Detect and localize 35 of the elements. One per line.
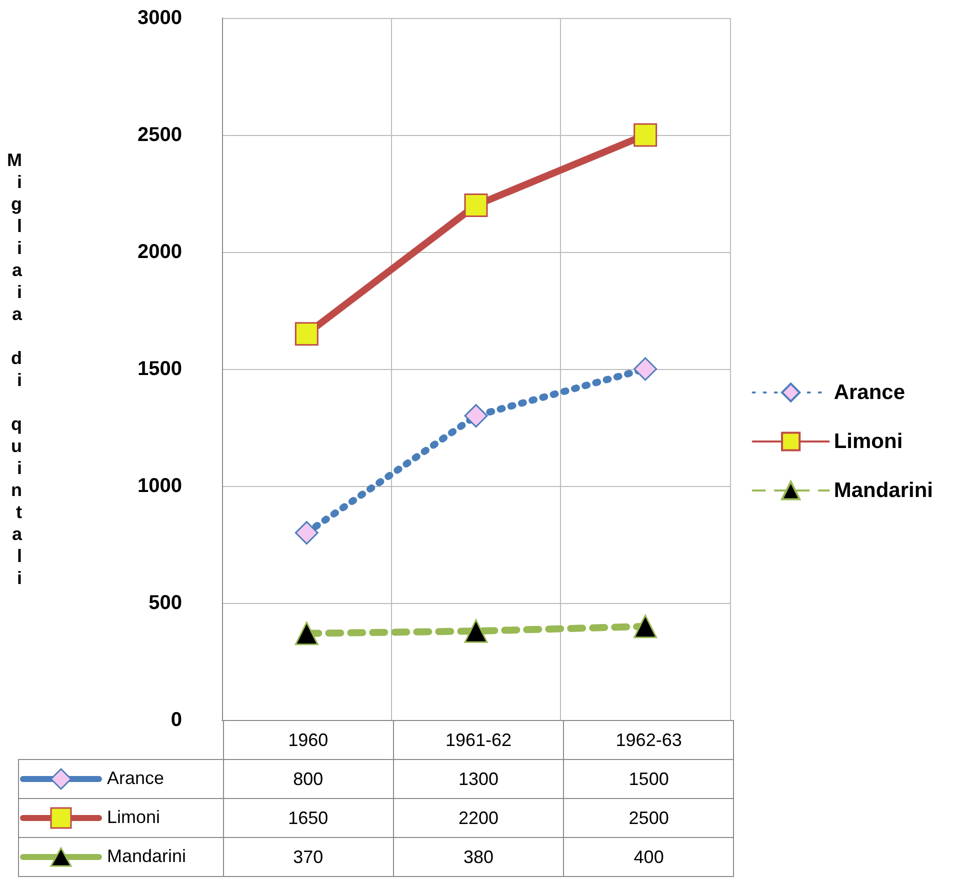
x-tick-label: 1962-63 bbox=[564, 720, 734, 760]
data-label: 1300 bbox=[393, 760, 564, 798]
point bbox=[294, 622, 318, 646]
y-tick-label: 1000 bbox=[138, 475, 182, 497]
x-tick-label: 1960 bbox=[223, 720, 394, 760]
data-label: 1500 bbox=[564, 760, 734, 798]
text: Limoni bbox=[107, 806, 160, 827]
data-label: 2500 bbox=[564, 798, 734, 838]
data-label: 2200 bbox=[393, 798, 564, 838]
point bbox=[294, 521, 318, 545]
data-label: 800 bbox=[223, 760, 394, 798]
data-label: 1650 bbox=[223, 798, 394, 838]
point bbox=[634, 123, 658, 147]
point bbox=[464, 619, 488, 643]
data-label: 370 bbox=[223, 838, 394, 876]
point bbox=[634, 357, 658, 381]
legend-label: Mandarini bbox=[834, 479, 934, 502]
x-tick-label: 1961-62 bbox=[393, 720, 564, 760]
y-tick-label: 0 bbox=[170, 709, 182, 731]
y-tick-label: 2000 bbox=[138, 241, 182, 263]
point bbox=[634, 614, 658, 638]
legend-label: Arance bbox=[834, 381, 906, 404]
legend-label: Limoni bbox=[834, 430, 903, 453]
point bbox=[464, 404, 488, 428]
y-tick-label: 1500 bbox=[138, 358, 182, 380]
text: Mandarini bbox=[107, 846, 186, 866]
point bbox=[294, 322, 318, 346]
data-label: 400 bbox=[564, 838, 734, 876]
text: Migliaia di quintali bbox=[7, 150, 22, 588]
y-tick-label: 500 bbox=[148, 592, 182, 614]
y-tick-label: 2500 bbox=[138, 124, 182, 146]
text: Arance bbox=[107, 768, 164, 788]
data-label: 380 bbox=[393, 838, 564, 876]
point bbox=[464, 193, 488, 217]
y-tick-label: 3000 bbox=[138, 7, 182, 29]
